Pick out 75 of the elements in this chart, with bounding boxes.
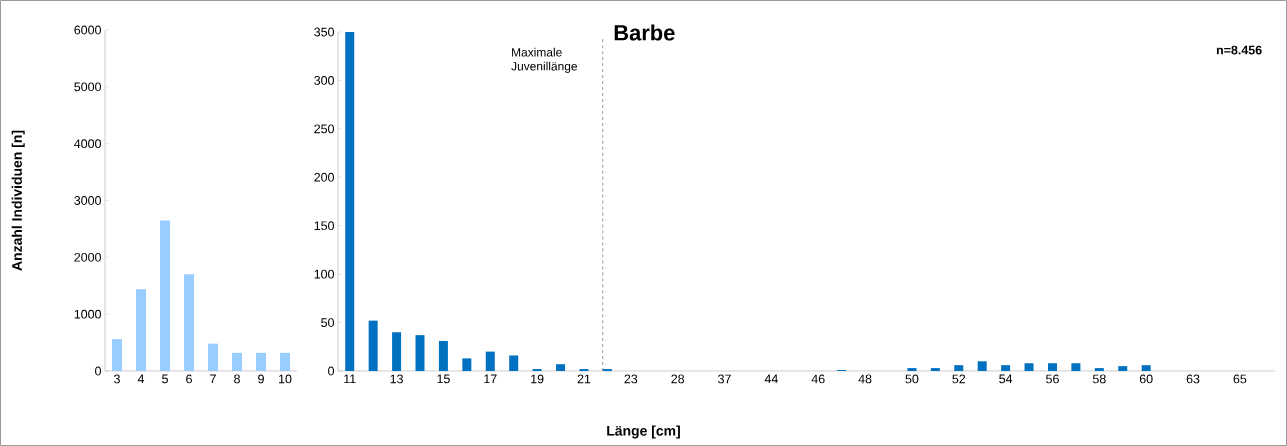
bar [1001,365,1011,371]
x-tick-label: 4 [137,374,145,384]
y-tick-label: 150 [314,221,334,231]
x-tick-label: 60 [1139,374,1153,384]
y-tick-label: 5000 [74,82,101,92]
y-tick-label: 4000 [74,139,101,149]
x-axis-title: Länge [cm] [607,425,680,439]
bar [485,351,495,371]
bar [280,352,291,371]
x-tick-label: 28 [671,374,685,384]
bar [1141,365,1151,371]
y-tick-label: 100 [314,269,334,279]
bar [977,361,987,371]
bar [509,355,519,371]
bar [112,339,123,371]
y-axis-title: Anzahl Individuen [n] [11,130,25,271]
bar [1118,366,1128,371]
bar [462,358,472,371]
x-tick-label: 5 [162,374,168,384]
x-tick-label: 6 [186,374,192,384]
x-tick-label: 37 [718,374,731,384]
y-tick-label: 0 [95,366,101,376]
y-tick-label: 200 [314,172,334,182]
x-tick-label: 23 [624,374,638,384]
bar [184,274,195,371]
bar [438,340,448,371]
x-tick-label: 65 [1233,374,1247,384]
bar [930,368,940,371]
bar [1071,363,1081,371]
y-tick-label: 0 [328,366,334,376]
bar [368,320,378,371]
x-tick-label: 58 [1092,374,1106,384]
bar [1094,368,1104,371]
x-tick-label: 21 [577,374,591,384]
x-tick-label: 46 [811,374,825,384]
bar [954,365,964,371]
bar [556,364,566,371]
x-tick-label: 11 [344,374,356,384]
bar [1024,363,1034,371]
y-tick-label: 300 [314,76,334,85]
bar [392,332,402,371]
x-tick-label: 17 [484,374,497,384]
x-tick-label: 54 [999,374,1013,384]
bar [907,368,917,371]
x-tick-label: 9 [258,374,264,384]
x-tick-label: 7 [210,374,216,384]
y-tick-label: 2000 [74,252,101,262]
bar [345,31,355,371]
x-tick-label: 8 [234,374,240,384]
chart-title: Barbe [614,24,675,41]
annotation: n=8.456 [1216,45,1262,55]
x-tick-label: 15 [437,374,450,384]
y-tick-label: 1000 [74,309,101,319]
x-tick-label: 56 [1046,374,1059,384]
bar [136,289,147,371]
x-tick-label: 10 [279,374,292,384]
bar [1047,363,1057,371]
bar [232,352,243,371]
x-tick-label: 52 [952,374,966,384]
y-tick-label: 3000 [74,196,101,205]
x-tick-label: 13 [390,374,403,384]
x-tick-label: 19 [531,374,544,384]
bar [160,220,171,371]
x-tick-label: 44 [764,374,778,384]
bar [208,343,219,371]
x-tick-label: 3 [114,374,120,384]
annotation: Maximale Juvenillänge [511,47,578,73]
x-tick-label: 63 [1186,374,1200,384]
y-tick-label: 350 [314,27,334,37]
x-tick-label: 48 [858,374,872,384]
x-tick-label: 50 [905,374,919,384]
y-tick-label: 6000 [74,25,101,35]
bar [256,352,267,371]
y-tick-label: 50 [321,318,334,327]
y-tick-label: 250 [314,124,334,134]
